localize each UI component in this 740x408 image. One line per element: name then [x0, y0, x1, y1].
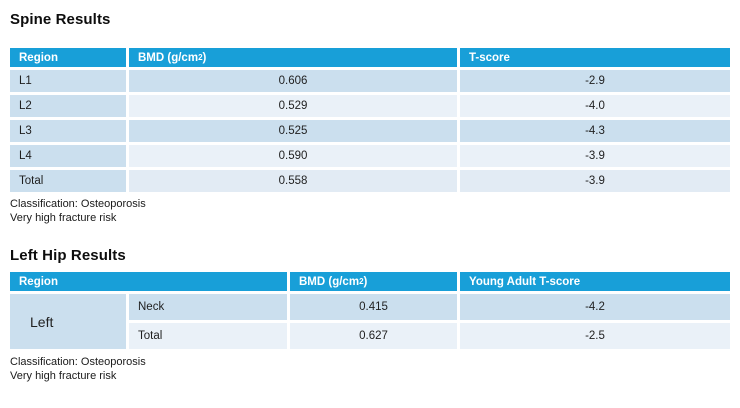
hip-section-title: Left Hip Results — [10, 247, 126, 264]
hip-results-table: Region BMD (g/cm 2) Young Adult T-score L… — [10, 272, 730, 349]
spine-row-region: Total — [10, 170, 126, 192]
hip-fracture-risk-text: Very high fracture risk — [10, 370, 117, 382]
hip-col-header-region: Region — [10, 272, 287, 291]
spine-row-tscore-value: -3.9 — [460, 170, 730, 192]
spine-col-header-bmd: BMD (g/cm 2) — [129, 48, 457, 67]
spine-col-header-region: Region — [10, 48, 126, 67]
spine-row-bmd-value: 0.525 — [129, 120, 457, 142]
spine-results-table: Region BMD (g/cm 2) T-score L1 0.606 -2.9… — [10, 48, 730, 192]
hip-notes: Classification: Osteoporosis Very high f… — [10, 355, 410, 383]
spine-row-bmd-value: 0.529 — [129, 95, 457, 117]
hip-row-ya-tscore-value: -2.5 — [460, 323, 730, 349]
spine-row-tscore-value: -4.3 — [460, 120, 730, 142]
spine-col-header-tscore: T-score — [460, 48, 730, 67]
spine-section-title: Spine Results — [10, 11, 111, 28]
hip-col-header-ya-tscore: Young Adult T-score — [460, 272, 730, 291]
spine-row-tscore-value: -3.9 — [460, 145, 730, 167]
hip-col-header-bmd: BMD (g/cm 2) — [290, 272, 457, 291]
spine-row-region: L2 — [10, 95, 126, 117]
spine-row-bmd-value: 0.606 — [129, 70, 457, 92]
spine-row-region: L4 — [10, 145, 126, 167]
spine-classification-text: Classification: Osteoporosis — [10, 198, 146, 210]
hip-row-subregion: Total — [129, 323, 287, 349]
spine-row-tscore-value: -4.0 — [460, 95, 730, 117]
hip-row-ya-tscore-value: -4.2 — [460, 294, 730, 320]
spine-row-tscore-value: -2.9 — [460, 70, 730, 92]
hip-classification-text: Classification: Osteoporosis — [10, 356, 146, 368]
hip-row-subregion: Neck — [129, 294, 287, 320]
spine-row-region: L3 — [10, 120, 126, 142]
hip-row-bmd-value: 0.627 — [290, 323, 457, 349]
hip-side-label: Left — [10, 294, 126, 349]
spine-row-region: L1 — [10, 70, 126, 92]
spine-row-bmd-value: 0.590 — [129, 145, 457, 167]
spine-row-bmd-value: 0.558 — [129, 170, 457, 192]
hip-row-bmd-value: 0.415 — [290, 294, 457, 320]
spine-notes: Classification: Osteoporosis Very high f… — [10, 197, 410, 225]
spine-fracture-risk-text: Very high fracture risk — [10, 212, 117, 224]
